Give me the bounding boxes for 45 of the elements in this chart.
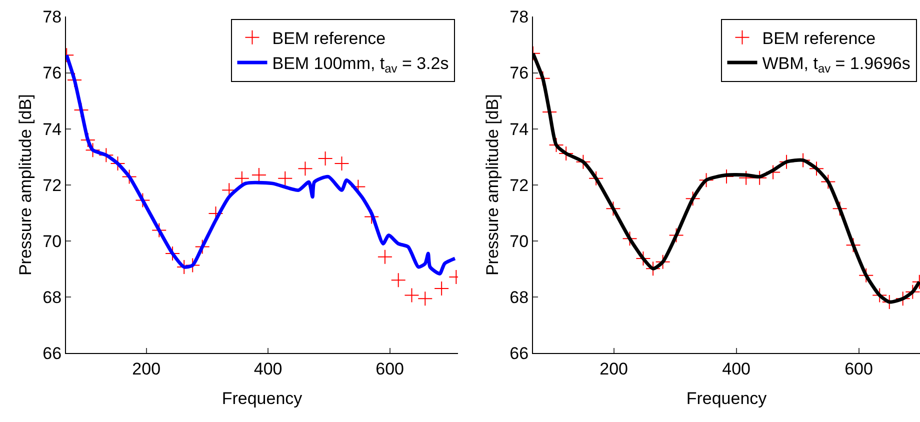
y-axis-title: Pressure amplitude [dB] (483, 94, 502, 276)
y-tick-label: 72 (42, 176, 62, 195)
y-tick-label: 78 (42, 8, 62, 27)
x-tick-label: 600 (844, 359, 873, 378)
y-tick-label: 74 (510, 120, 529, 139)
y-tick-label: 74 (42, 120, 62, 139)
y-tick-label: 70 (42, 232, 62, 251)
y-tick-label: 76 (42, 64, 62, 83)
y-tick-label: 70 (510, 232, 529, 251)
y-tick-label: 68 (42, 288, 62, 307)
legend-label: WBM, t$_{av}$ = 1.9696s (762, 54, 910, 76)
point (110, 156, 126, 172)
y-tick-label: 78 (510, 8, 529, 27)
y-axis-title: Pressure amplitude [dB] (16, 94, 36, 276)
point (318, 151, 333, 166)
x-tick-label: 200 (600, 359, 628, 378)
x-tick-label: 600 (376, 359, 404, 378)
point (377, 249, 392, 264)
x-axis-title: Frequency (222, 388, 303, 408)
y-tick-label: 66 (42, 344, 62, 363)
point (251, 168, 266, 183)
point (809, 161, 824, 176)
point (404, 288, 420, 303)
x-tick-label: 200 (132, 359, 161, 378)
point (390, 272, 406, 288)
point (85, 142, 100, 158)
y-tick-label: 72 (510, 176, 529, 195)
x-axis-title: Frequency (686, 388, 768, 408)
point (278, 170, 293, 186)
line-series (66, 53, 457, 276)
x-tick-label: 400 (722, 359, 750, 378)
point (234, 170, 250, 186)
legend-label: BEM 100mm, t$_{av}$ = 3.2s (272, 54, 449, 76)
legend-label: BEM reference (762, 28, 876, 48)
x-tick-label: 400 (254, 359, 282, 378)
legend-label: BEM reference (272, 28, 386, 48)
point (752, 170, 768, 186)
point (122, 169, 137, 184)
point (434, 281, 450, 296)
y-tick-label: 66 (510, 344, 529, 363)
point (334, 156, 350, 172)
y-tick-label: 68 (510, 288, 529, 307)
point (418, 291, 433, 306)
point (298, 161, 313, 176)
y-tick-label: 76 (510, 64, 529, 83)
